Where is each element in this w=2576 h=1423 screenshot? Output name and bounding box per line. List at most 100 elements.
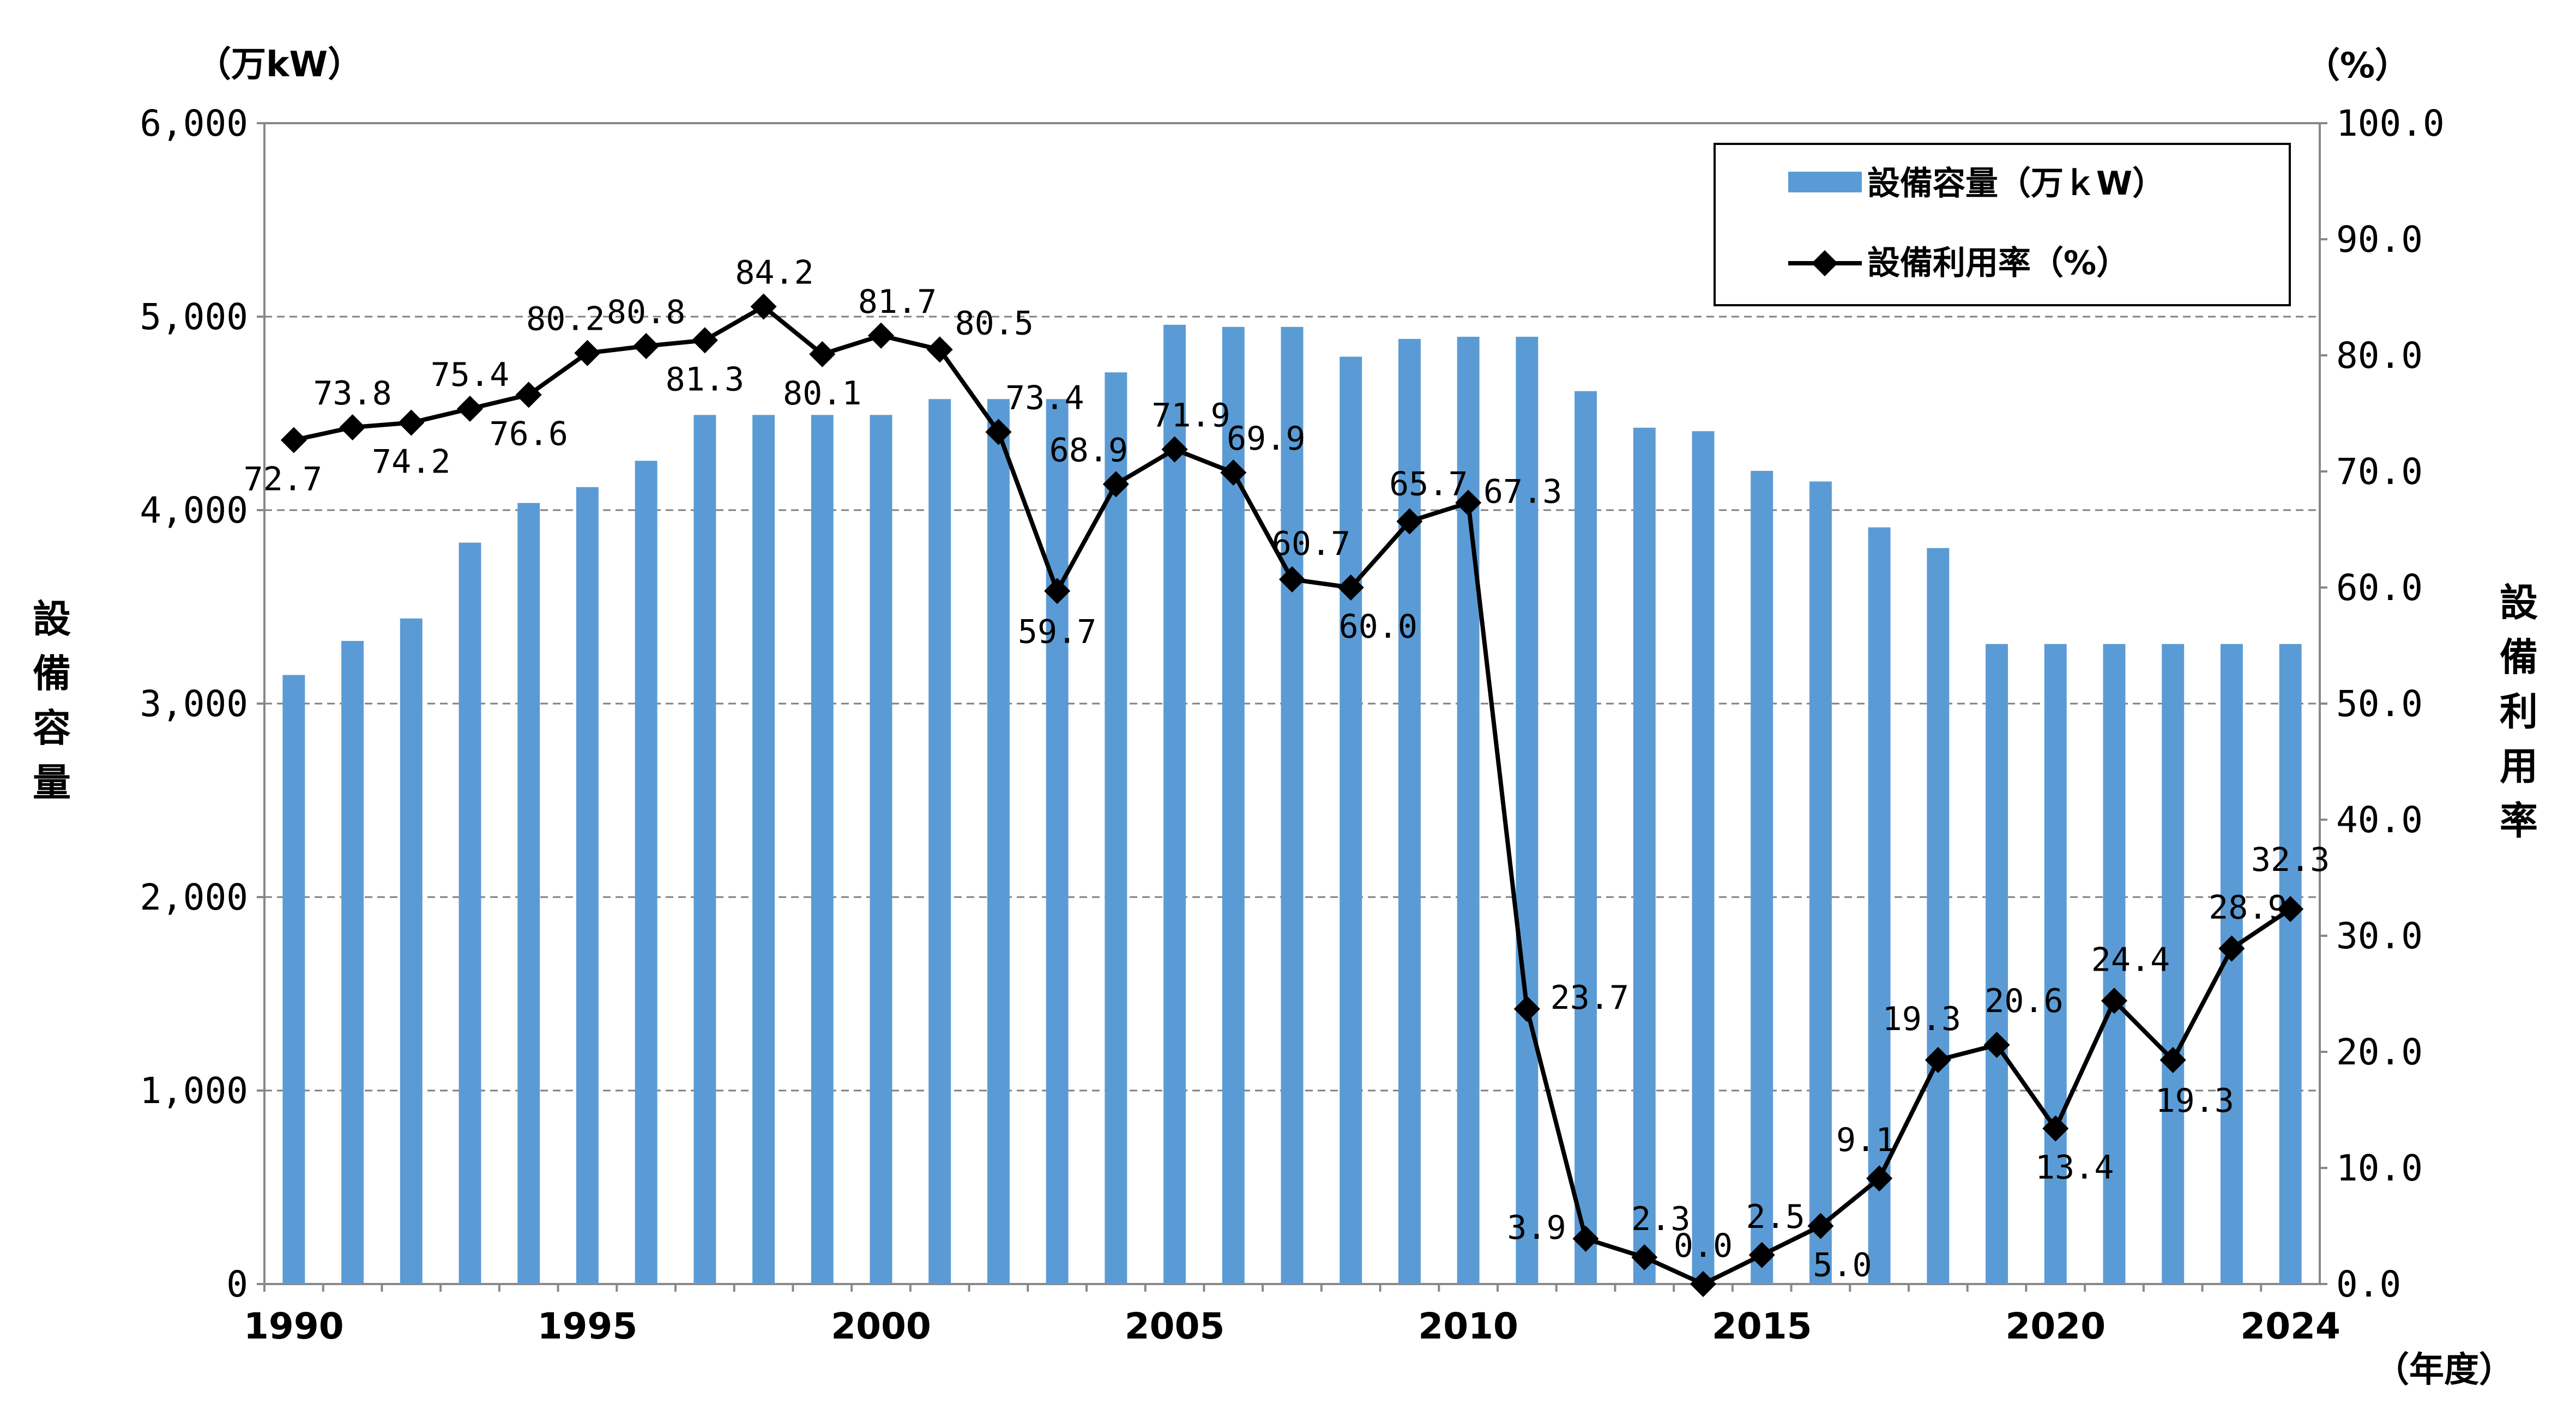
data-label: 68.9 bbox=[1049, 431, 1129, 469]
bar-capacity bbox=[693, 415, 716, 1284]
data-label: 73.4 bbox=[1005, 379, 1084, 417]
data-label: 80.1 bbox=[783, 374, 862, 413]
data-label: 13.4 bbox=[2035, 1149, 2114, 1187]
left-tick-label: 4,000 bbox=[140, 489, 248, 531]
right-tick-label: 70.0 bbox=[2336, 451, 2423, 493]
data-label: 73.8 bbox=[313, 374, 392, 413]
right-tick-label: 100.0 bbox=[2336, 102, 2445, 144]
data-label: 84.2 bbox=[735, 254, 814, 292]
legend-bar-swatch bbox=[1788, 172, 1862, 192]
x-tick-label: 2015 bbox=[1712, 1305, 1812, 1347]
data-label: 80.8 bbox=[607, 293, 686, 331]
utilization-marker bbox=[1220, 459, 1247, 486]
bar-capacity bbox=[1574, 391, 1597, 1284]
utilization-marker bbox=[456, 395, 484, 422]
data-label: 24.4 bbox=[2091, 941, 2170, 979]
bar-capacity bbox=[1986, 644, 2008, 1284]
utilization-marker bbox=[339, 414, 366, 441]
x-tick-label: 1995 bbox=[538, 1305, 638, 1347]
bar-capacity bbox=[1633, 427, 1656, 1284]
right-tick-label: 10.0 bbox=[2336, 1147, 2423, 1189]
left-tick-label: 6,000 bbox=[140, 102, 248, 144]
left-tick-label: 3,000 bbox=[140, 683, 248, 725]
utilization-marker bbox=[1513, 996, 1540, 1022]
right-tick-label: 80.0 bbox=[2336, 335, 2423, 377]
data-label: 60.0 bbox=[1338, 608, 1417, 646]
bar-capacity bbox=[341, 640, 364, 1284]
data-label: 81.7 bbox=[858, 283, 937, 321]
utilization-marker bbox=[280, 427, 307, 453]
right-tick-label: 0.0 bbox=[2336, 1263, 2401, 1305]
bar-capacity bbox=[1516, 336, 1539, 1285]
data-label: 72.7 bbox=[244, 460, 323, 498]
utilization-marker bbox=[1161, 436, 1188, 463]
data-label: 19.3 bbox=[2155, 1082, 2234, 1120]
x-tick-label: 1990 bbox=[244, 1305, 344, 1347]
bar-capacity bbox=[811, 415, 834, 1284]
utilization-marker bbox=[1983, 1032, 2010, 1058]
legend: 設備容量（万ｋW） 設備利用率（%） bbox=[1714, 143, 2291, 306]
left-tick-label: 1,000 bbox=[140, 1070, 248, 1112]
bar-capacity bbox=[459, 542, 481, 1284]
data-label: 9.1 bbox=[1836, 1121, 1895, 1159]
data-label: 3.9 bbox=[1507, 1209, 1566, 1247]
utilization-marker bbox=[1631, 1244, 1658, 1271]
x-tick-label: 2010 bbox=[1418, 1305, 1518, 1347]
legend-bar-label: 設備容量（万ｋW） bbox=[1867, 165, 2165, 203]
bar-capacity bbox=[1692, 431, 1715, 1285]
right-tick-label: 30.0 bbox=[2336, 915, 2423, 957]
legend-box bbox=[1714, 143, 2291, 306]
left-axis-unit: （万kW） bbox=[196, 45, 363, 85]
utilization-marker bbox=[1866, 1165, 1893, 1192]
bar-capacity bbox=[1398, 338, 1421, 1285]
utilization-marker bbox=[1455, 489, 1482, 516]
bar-capacity bbox=[987, 399, 1010, 1284]
bar-capacity bbox=[576, 487, 599, 1284]
data-label: 80.2 bbox=[526, 300, 605, 338]
legend-line-marker bbox=[1811, 250, 1838, 277]
bar-capacity bbox=[2279, 644, 2302, 1284]
data-label: 20.6 bbox=[1984, 982, 2064, 1020]
left-tick-label: 5,000 bbox=[140, 296, 248, 338]
utilization-marker bbox=[2159, 1046, 2186, 1073]
left-tick-label: 2,000 bbox=[140, 876, 248, 918]
right-tick-label: 50.0 bbox=[2336, 683, 2423, 725]
utilization-marker bbox=[1278, 566, 1306, 593]
bar-capacity bbox=[1340, 356, 1362, 1284]
bar-capacity bbox=[928, 399, 951, 1284]
utilization-marker bbox=[1925, 1046, 1951, 1073]
bar-capacity bbox=[1868, 527, 1891, 1284]
data-label: 32.3 bbox=[2251, 841, 2330, 879]
utilization-marker bbox=[1807, 1213, 1834, 1239]
axes: 0 1,000 2,000 3,000 4,000 5,000 6,000 0.0 10.0 20… bbox=[140, 102, 2444, 1347]
data-label: 65.7 bbox=[1389, 465, 1468, 504]
data-label: 28.9 bbox=[2209, 888, 2288, 927]
utilization-marker bbox=[1572, 1225, 1599, 1252]
data-label: 23.7 bbox=[1551, 979, 1630, 1017]
data-label: 71.9 bbox=[1151, 397, 1230, 435]
bar-capacity bbox=[517, 502, 540, 1284]
data-label: 75.4 bbox=[431, 356, 510, 394]
data-label: 76.6 bbox=[489, 415, 568, 453]
data-label: 2.5 bbox=[1746, 1198, 1805, 1236]
bar-capacity bbox=[2162, 644, 2185, 1284]
x-tick-label: 2024 bbox=[2240, 1305, 2340, 1347]
bar-capacity bbox=[870, 415, 892, 1284]
right-axis-title: 設備利用率 bbox=[2500, 580, 2538, 843]
right-tick-label: 20.0 bbox=[2336, 1031, 2423, 1073]
gridlines bbox=[264, 316, 2320, 1092]
utilization-marker bbox=[1337, 574, 1364, 601]
left-tick-label: 0 bbox=[226, 1263, 248, 1305]
bar-capacity bbox=[1046, 399, 1069, 1284]
bar-capacity bbox=[752, 415, 775, 1284]
legend-line-label: 設備利用率（%） bbox=[1867, 244, 2129, 282]
right-axis-unit: （%） bbox=[2305, 46, 2410, 86]
left-axis-title: 設備容量 bbox=[33, 597, 71, 805]
data-label: 80.5 bbox=[955, 304, 1034, 342]
bar-capacity bbox=[1105, 372, 1127, 1284]
right-tick-label: 40.0 bbox=[2336, 799, 2423, 841]
data-label: 60.7 bbox=[1272, 525, 1351, 563]
bar-capacity bbox=[1927, 548, 1950, 1284]
data-label: 2.3 bbox=[1631, 1200, 1690, 1238]
bar-capacity bbox=[2044, 644, 2067, 1284]
